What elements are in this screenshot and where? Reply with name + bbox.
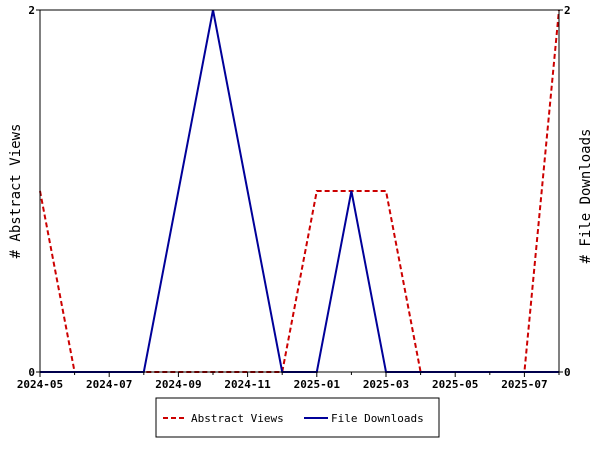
x-axis: 2024-05 2024-07 2024-09 2024-11 2025-01 2025-… (17, 372, 560, 391)
left-axis-title: # Abstract Views (8, 124, 24, 259)
x-tick-label: 2025-03 (363, 378, 409, 391)
x-tick-label: 2025-07 (501, 378, 547, 391)
y-tick-label-right: 2 (564, 4, 571, 17)
y-tick-label-right: 0 (564, 366, 571, 379)
x-tick-label: 2025-05 (432, 378, 478, 391)
y-tick-label-left: 0 (28, 366, 35, 379)
legend-box (155, 397, 440, 438)
x-tick-label: 2025-01 (294, 378, 341, 391)
legend-label-abstract-views: Abstract Views (191, 412, 284, 425)
x-tick-label: 2024-07 (86, 378, 132, 391)
x-tick-label: 2024-05 (17, 378, 63, 391)
y-tick-label-left: 2 (28, 4, 35, 17)
series-line-abstract-views (39, 9, 560, 373)
series-line-file-downloads (40, 9, 559, 373)
right-axis-title: # File Downloads (578, 129, 594, 264)
x-tick-label: 2024-11 (224, 378, 271, 391)
plot-area (39, 9, 560, 373)
legend-label-file-downloads: File Downloads (331, 412, 424, 425)
y-axes: 0 2 0 2 (28, 4, 570, 379)
legend: Abstract Views File Downloads (155, 397, 440, 438)
series-layer (39, 9, 560, 373)
x-tick-label: 2024-09 (155, 378, 201, 391)
